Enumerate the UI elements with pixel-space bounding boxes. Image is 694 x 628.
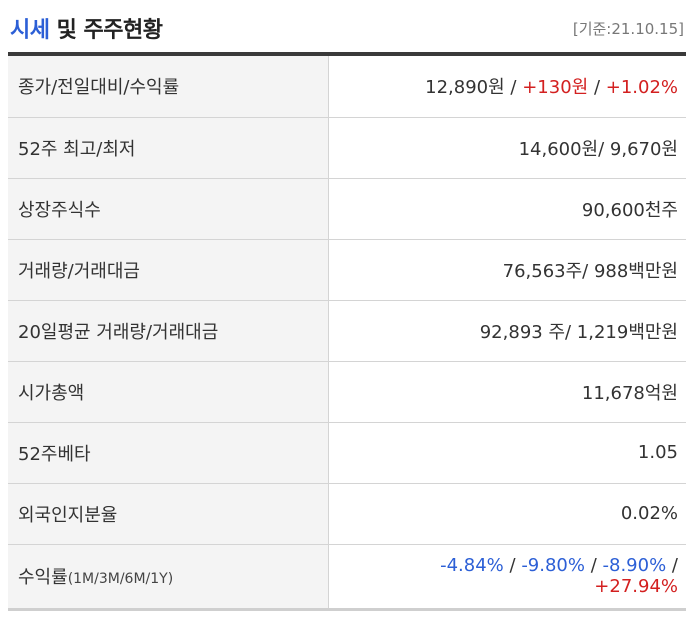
table-row: 52주 최고/최저 14,600원/ 9,670원: [8, 117, 686, 179]
row-value-foreign: 0.02%: [328, 483, 686, 545]
row-value-beta: 1.05: [328, 422, 686, 484]
title-rest: 및 주주현황: [49, 18, 163, 43]
separator: /: [503, 555, 522, 576]
table-row: 상장주식수 90,600천주: [8, 178, 686, 240]
separator: /: [588, 77, 606, 99]
return-1y: +27.94%: [594, 576, 678, 597]
price-change-rate: +1.02%: [605, 77, 678, 99]
table-row: 수익률(1M/3M/6M/1Y) -4.84% / -9.80% / -8.90…: [8, 544, 686, 611]
returns-label: 수익률: [18, 567, 68, 588]
price-summary-table: 종가/전일대비/수익률 12,890원 / +130원 / +1.02% 52주…: [8, 56, 686, 611]
price-change: +130원: [522, 77, 589, 99]
return-3m: -9.80%: [521, 555, 585, 576]
row-label-returns: 수익률(1M/3M/6M/1Y): [8, 544, 329, 611]
row-value-avg-volume: 92,893 주/ 1,219백만원: [328, 300, 686, 362]
row-label-foreign: 외국인지분율: [8, 483, 329, 545]
separator: /: [585, 555, 603, 576]
row-label-shares: 상장주식수: [8, 178, 329, 240]
return-6m: -8.90%: [602, 555, 667, 576]
row-label-price: 종가/전일대비/수익률: [8, 56, 329, 118]
separator: /: [666, 555, 678, 576]
row-value-shares: 90,600천주: [328, 178, 686, 240]
title-accent: 시세: [10, 18, 50, 43]
table-row: 종가/전일대비/수익률 12,890원 / +130원 / +1.02%: [8, 56, 686, 118]
table-row: 시가총액 11,678억원: [8, 361, 686, 423]
table-row: 20일평균 거래량/거래대금 92,893 주/ 1,219백만원: [8, 300, 686, 362]
row-value-high-low: 14,600원/ 9,670원: [328, 117, 686, 179]
row-label-market-cap: 시가총액: [8, 361, 329, 423]
row-label-beta: 52주베타: [8, 422, 329, 484]
row-label-volume: 거래량/거래대금: [8, 239, 329, 301]
row-value-market-cap: 11,678억원: [328, 361, 686, 423]
section-header: 시세 및 주주현황 [기준:21.10.15]: [8, 0, 686, 56]
row-label-high-low: 52주 최고/최저: [8, 117, 329, 179]
returns-periods: (1M/3M/6M/1Y): [67, 571, 174, 587]
row-label-avg-volume: 20일평균 거래량/거래대금: [8, 300, 329, 362]
return-1m: -4.84%: [440, 555, 504, 576]
row-value-volume: 76,563주/ 988백만원: [328, 239, 686, 301]
row-value-price: 12,890원 / +130원 / +1.02%: [328, 56, 686, 118]
row-value-returns: -4.84% / -9.80% / -8.90% / +27.94%: [328, 544, 686, 611]
table-row: 외국인지분율 0.02%: [8, 483, 686, 545]
table-row: 거래량/거래대금 76,563주/ 988백만원: [8, 239, 686, 301]
table-row: 52주베타 1.05: [8, 422, 686, 484]
section-title: 시세 및 주주현황: [10, 12, 163, 44]
reference-date: [기준:21.10.15]: [572, 20, 684, 38]
separator: /: [504, 77, 523, 99]
close-price: 12,890원: [425, 77, 505, 99]
